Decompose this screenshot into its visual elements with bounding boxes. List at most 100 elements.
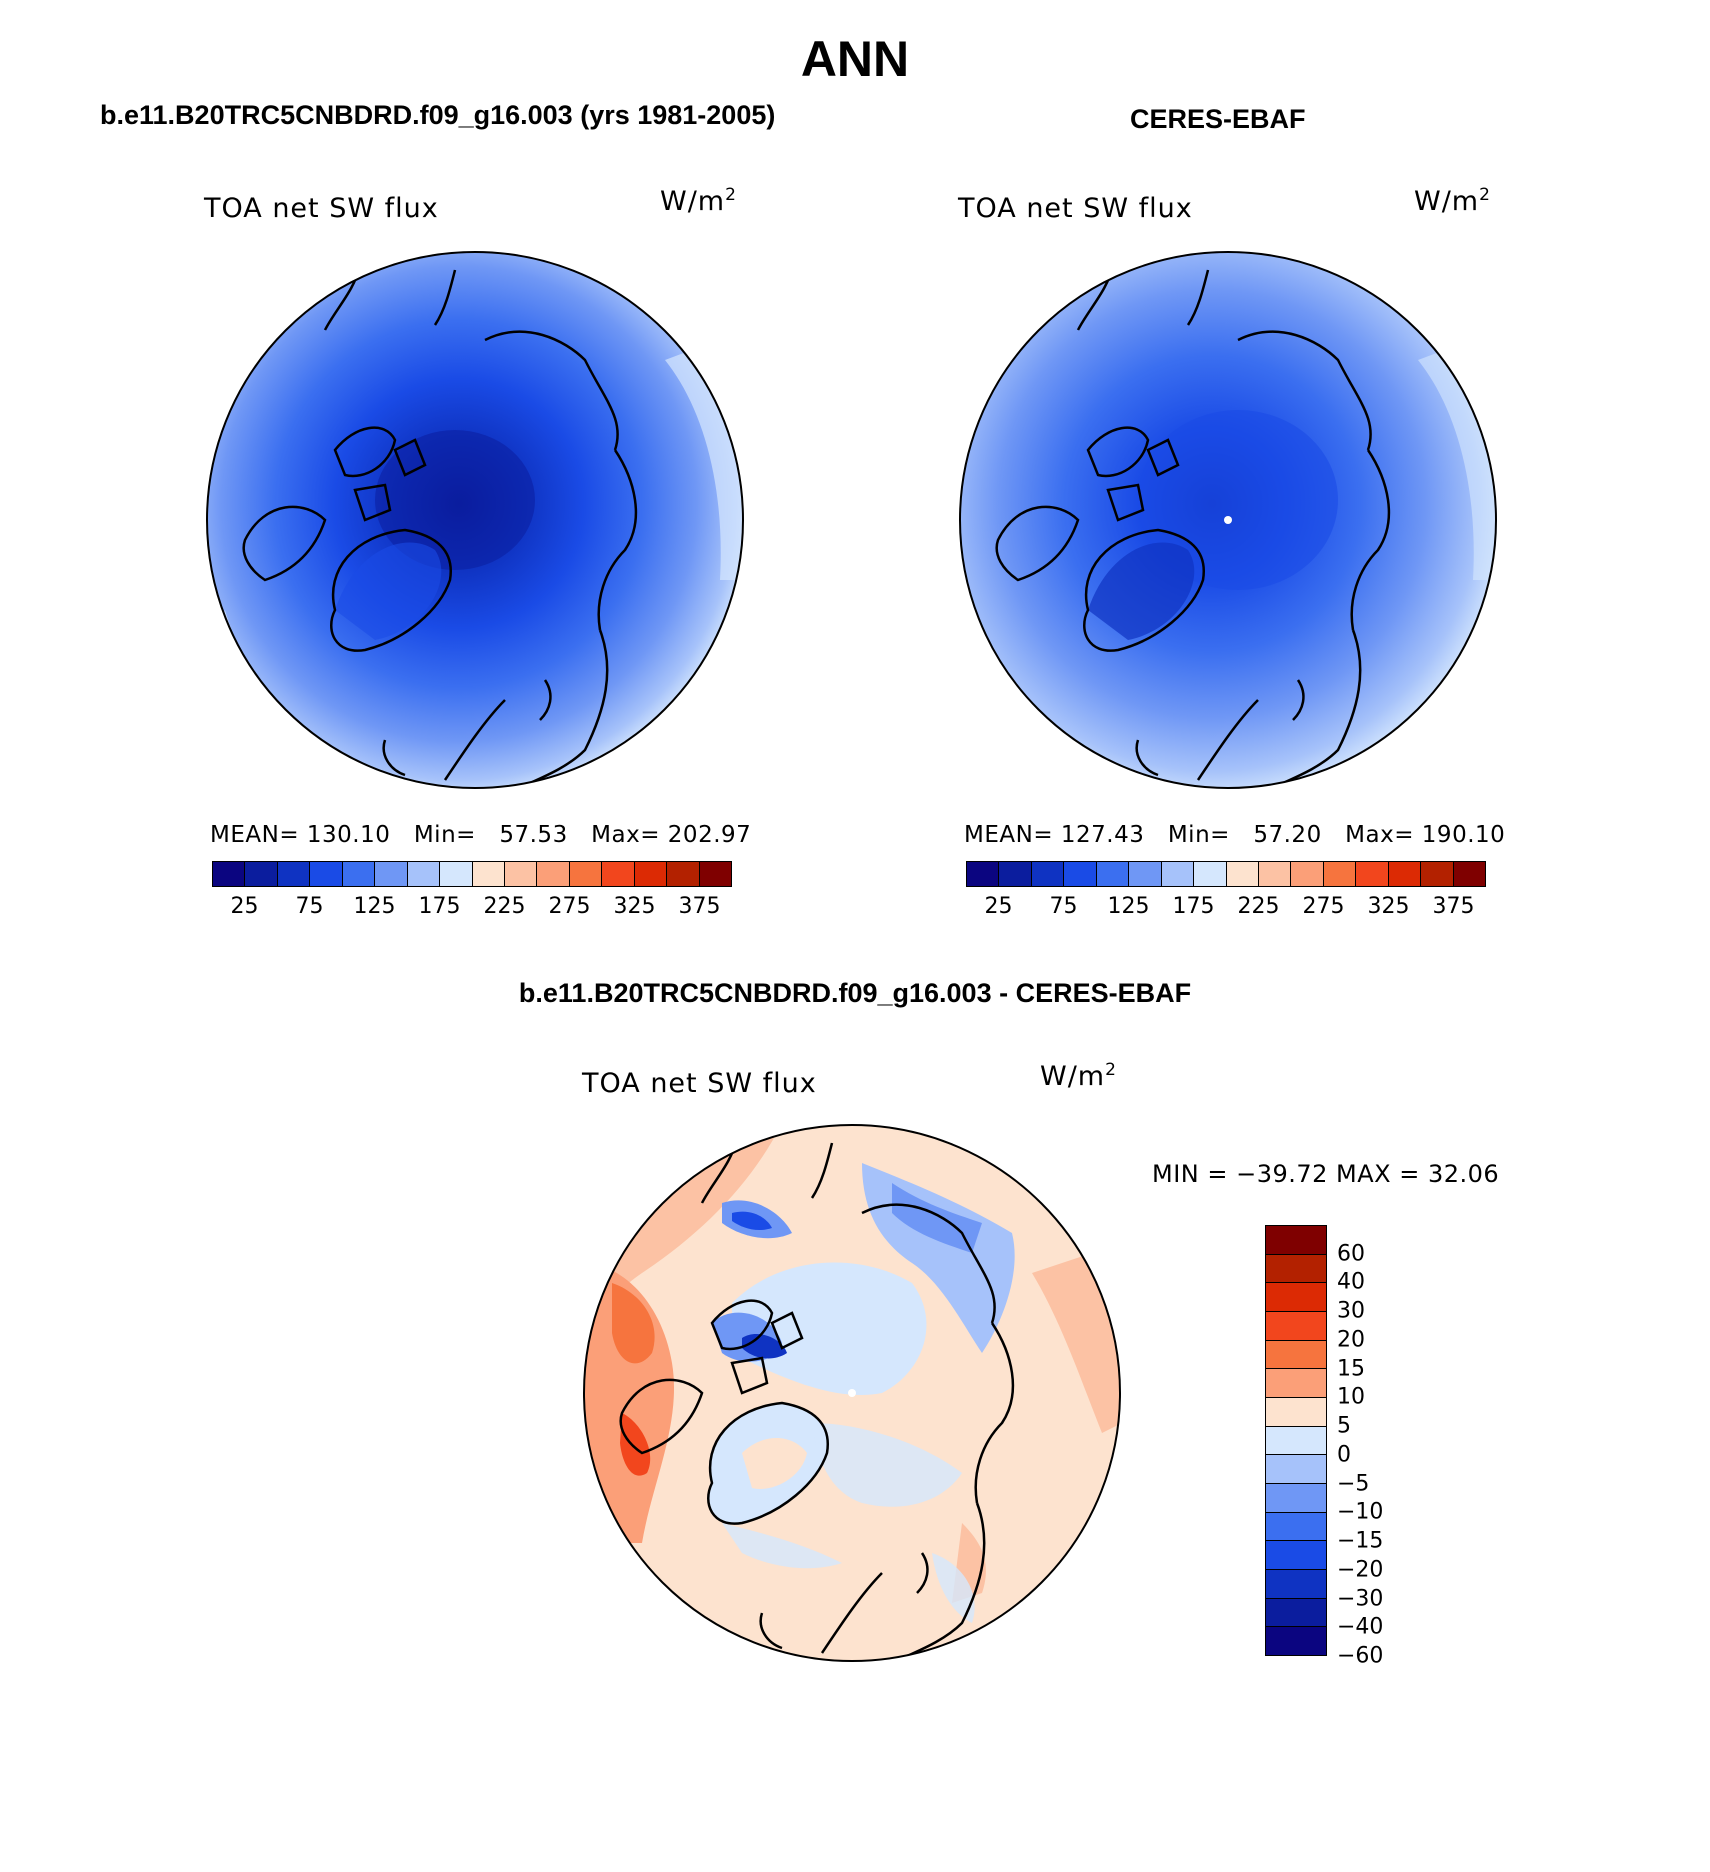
colorbar-swatch	[1266, 1398, 1326, 1427]
colorbar-tick-label: 10	[1337, 1384, 1365, 1410]
obs-units: W/m2	[1414, 185, 1491, 217]
colorbar-tick-label: −60	[1337, 1643, 1384, 1669]
colorbar-swatch	[1258, 862, 1292, 886]
colorbar-swatch	[1266, 1226, 1326, 1255]
colorbar-tick-label: 325	[1367, 894, 1410, 919]
model-plot-label: TOA net SW flux	[204, 193, 439, 224]
diff-polar-map	[583, 1124, 1121, 1662]
obs-coastlines	[995, 264, 1391, 788]
diff-colorbar-ticks: 60 40 30 20 15 10 5 0 −5 −10 −15 −20 −30 −40 −60	[1337, 1225, 1417, 1668]
model-colorbar-ticks: 25 75 125 175 225 275 325 375	[212, 894, 732, 924]
colorbar-tick-label: 60	[1337, 1241, 1365, 1267]
colorbar-swatch	[1129, 862, 1162, 886]
colorbar-tick-label: 0	[1337, 1442, 1351, 1468]
colorbar-tick-label: 225	[483, 894, 526, 919]
colorbar-tick-label: 40	[1337, 1269, 1365, 1295]
colorbar-tick-label: 175	[1172, 894, 1215, 919]
colorbar-swatch	[1388, 862, 1422, 886]
obs-panel-title: CERES-EBAF	[1130, 104, 1306, 134]
colorbar-tick-label: 325	[613, 894, 656, 919]
colorbar-swatch	[1323, 862, 1357, 886]
obs-stats: MEAN= 127.43 Min= 57.20 Max= 190.10	[964, 822, 1506, 848]
colorbar-swatch	[699, 862, 731, 886]
colorbar-tick-label: 225	[1237, 894, 1280, 919]
colorbar-tick-label: 15	[1337, 1356, 1365, 1382]
colorbar-swatch	[1194, 862, 1227, 886]
colorbar-swatch	[1266, 1541, 1326, 1571]
colorbar-swatch	[537, 862, 570, 886]
colorbar-swatch	[1266, 1254, 1326, 1284]
colorbar-tick-label: −15	[1337, 1528, 1384, 1554]
colorbar-swatch	[277, 862, 311, 886]
colorbar-tick-label: 25	[230, 894, 259, 919]
colorbar-tick-label: 275	[1302, 894, 1345, 919]
colorbar-swatch	[569, 862, 603, 886]
colorbar-swatch	[1096, 862, 1130, 886]
colorbar-swatch	[1266, 1455, 1326, 1485]
colorbar-swatch	[504, 862, 538, 886]
model-colorbar	[212, 861, 732, 887]
colorbar-tick-label: 375	[678, 894, 721, 919]
colorbar-tick-label: −30	[1337, 1586, 1384, 1612]
diff-units: W/m2	[1040, 1060, 1117, 1092]
colorbar-swatch	[1291, 862, 1324, 886]
colorbar-tick-label: 75	[1049, 894, 1078, 919]
colorbar-swatch	[1031, 862, 1065, 886]
colorbar-swatch	[1266, 1340, 1326, 1370]
colorbar-tick-label: 75	[295, 894, 324, 919]
colorbar-swatch	[1266, 1312, 1326, 1341]
colorbar-swatch	[1161, 862, 1195, 886]
colorbar-swatch	[1421, 862, 1454, 886]
colorbar-swatch	[1266, 1598, 1326, 1628]
colorbar-swatch	[1266, 1283, 1326, 1313]
colorbar-swatch	[342, 862, 376, 886]
colorbar-swatch	[407, 862, 441, 886]
colorbar-swatch	[310, 862, 343, 886]
colorbar-swatch	[1266, 1627, 1326, 1656]
diff-colorbar	[1265, 1225, 1327, 1656]
colorbar-swatch	[1453, 862, 1485, 886]
colorbar-tick-label: 5	[1337, 1413, 1351, 1439]
model-panel-title: b.e11.B20TRC5CNBDRD.f09_g16.003 (yrs 198…	[100, 100, 776, 130]
colorbar-swatch	[602, 862, 635, 886]
model-stats: MEAN= 130.10 Min= 57.53 Max= 202.97	[210, 822, 752, 848]
colorbar-tick-label: 125	[353, 894, 396, 919]
colorbar-tick-label: −40	[1337, 1614, 1384, 1640]
colorbar-swatch	[999, 862, 1032, 886]
colorbar-swatch	[472, 862, 505, 886]
colorbar-swatch	[245, 862, 278, 886]
diff-plot-label: TOA net SW flux	[582, 1068, 817, 1099]
colorbar-swatch	[967, 862, 1000, 886]
colorbar-tick-label: 30	[1337, 1298, 1365, 1324]
colorbar-tick-label: 275	[548, 894, 591, 919]
colorbar-swatch	[1226, 862, 1259, 886]
model-units: W/m2	[660, 185, 737, 217]
colorbar-swatch	[1064, 862, 1097, 886]
colorbar-tick-label: 175	[418, 894, 461, 919]
obs-colorbar	[966, 861, 1486, 887]
colorbar-tick-label: −10	[1337, 1499, 1384, 1525]
colorbar-tick-label: 375	[1432, 894, 1475, 919]
colorbar-tick-label: 125	[1107, 894, 1150, 919]
colorbar-swatch	[1356, 862, 1389, 886]
colorbar-tick-label: −5	[1337, 1471, 1370, 1497]
colorbar-swatch	[440, 862, 473, 886]
colorbar-tick-label: 20	[1337, 1327, 1365, 1353]
diff-coastlines	[619, 1137, 1015, 1661]
colorbar-swatch	[375, 862, 408, 886]
colorbar-tick-label: −20	[1337, 1557, 1384, 1583]
colorbar-swatch	[1266, 1426, 1326, 1456]
obs-plot-label: TOA net SW flux	[958, 193, 1193, 224]
colorbar-tick-label: 25	[984, 894, 1013, 919]
colorbar-swatch	[213, 862, 246, 886]
obs-polar-map	[959, 251, 1497, 789]
colorbar-swatch	[634, 862, 668, 886]
colorbar-swatch	[1266, 1484, 1326, 1513]
obs-colorbar-ticks: 25 75 125 175 225 275 325 375	[966, 894, 1486, 924]
diff-panel-title: b.e11.B20TRC5CNBDRD.f09_g16.003 - CERES-…	[518, 978, 1192, 1008]
model-polar-map	[206, 251, 744, 789]
colorbar-swatch	[1266, 1512, 1326, 1542]
colorbar-swatch	[667, 862, 700, 886]
figure-title: ANN	[800, 31, 910, 87]
colorbar-swatch	[1266, 1570, 1326, 1599]
